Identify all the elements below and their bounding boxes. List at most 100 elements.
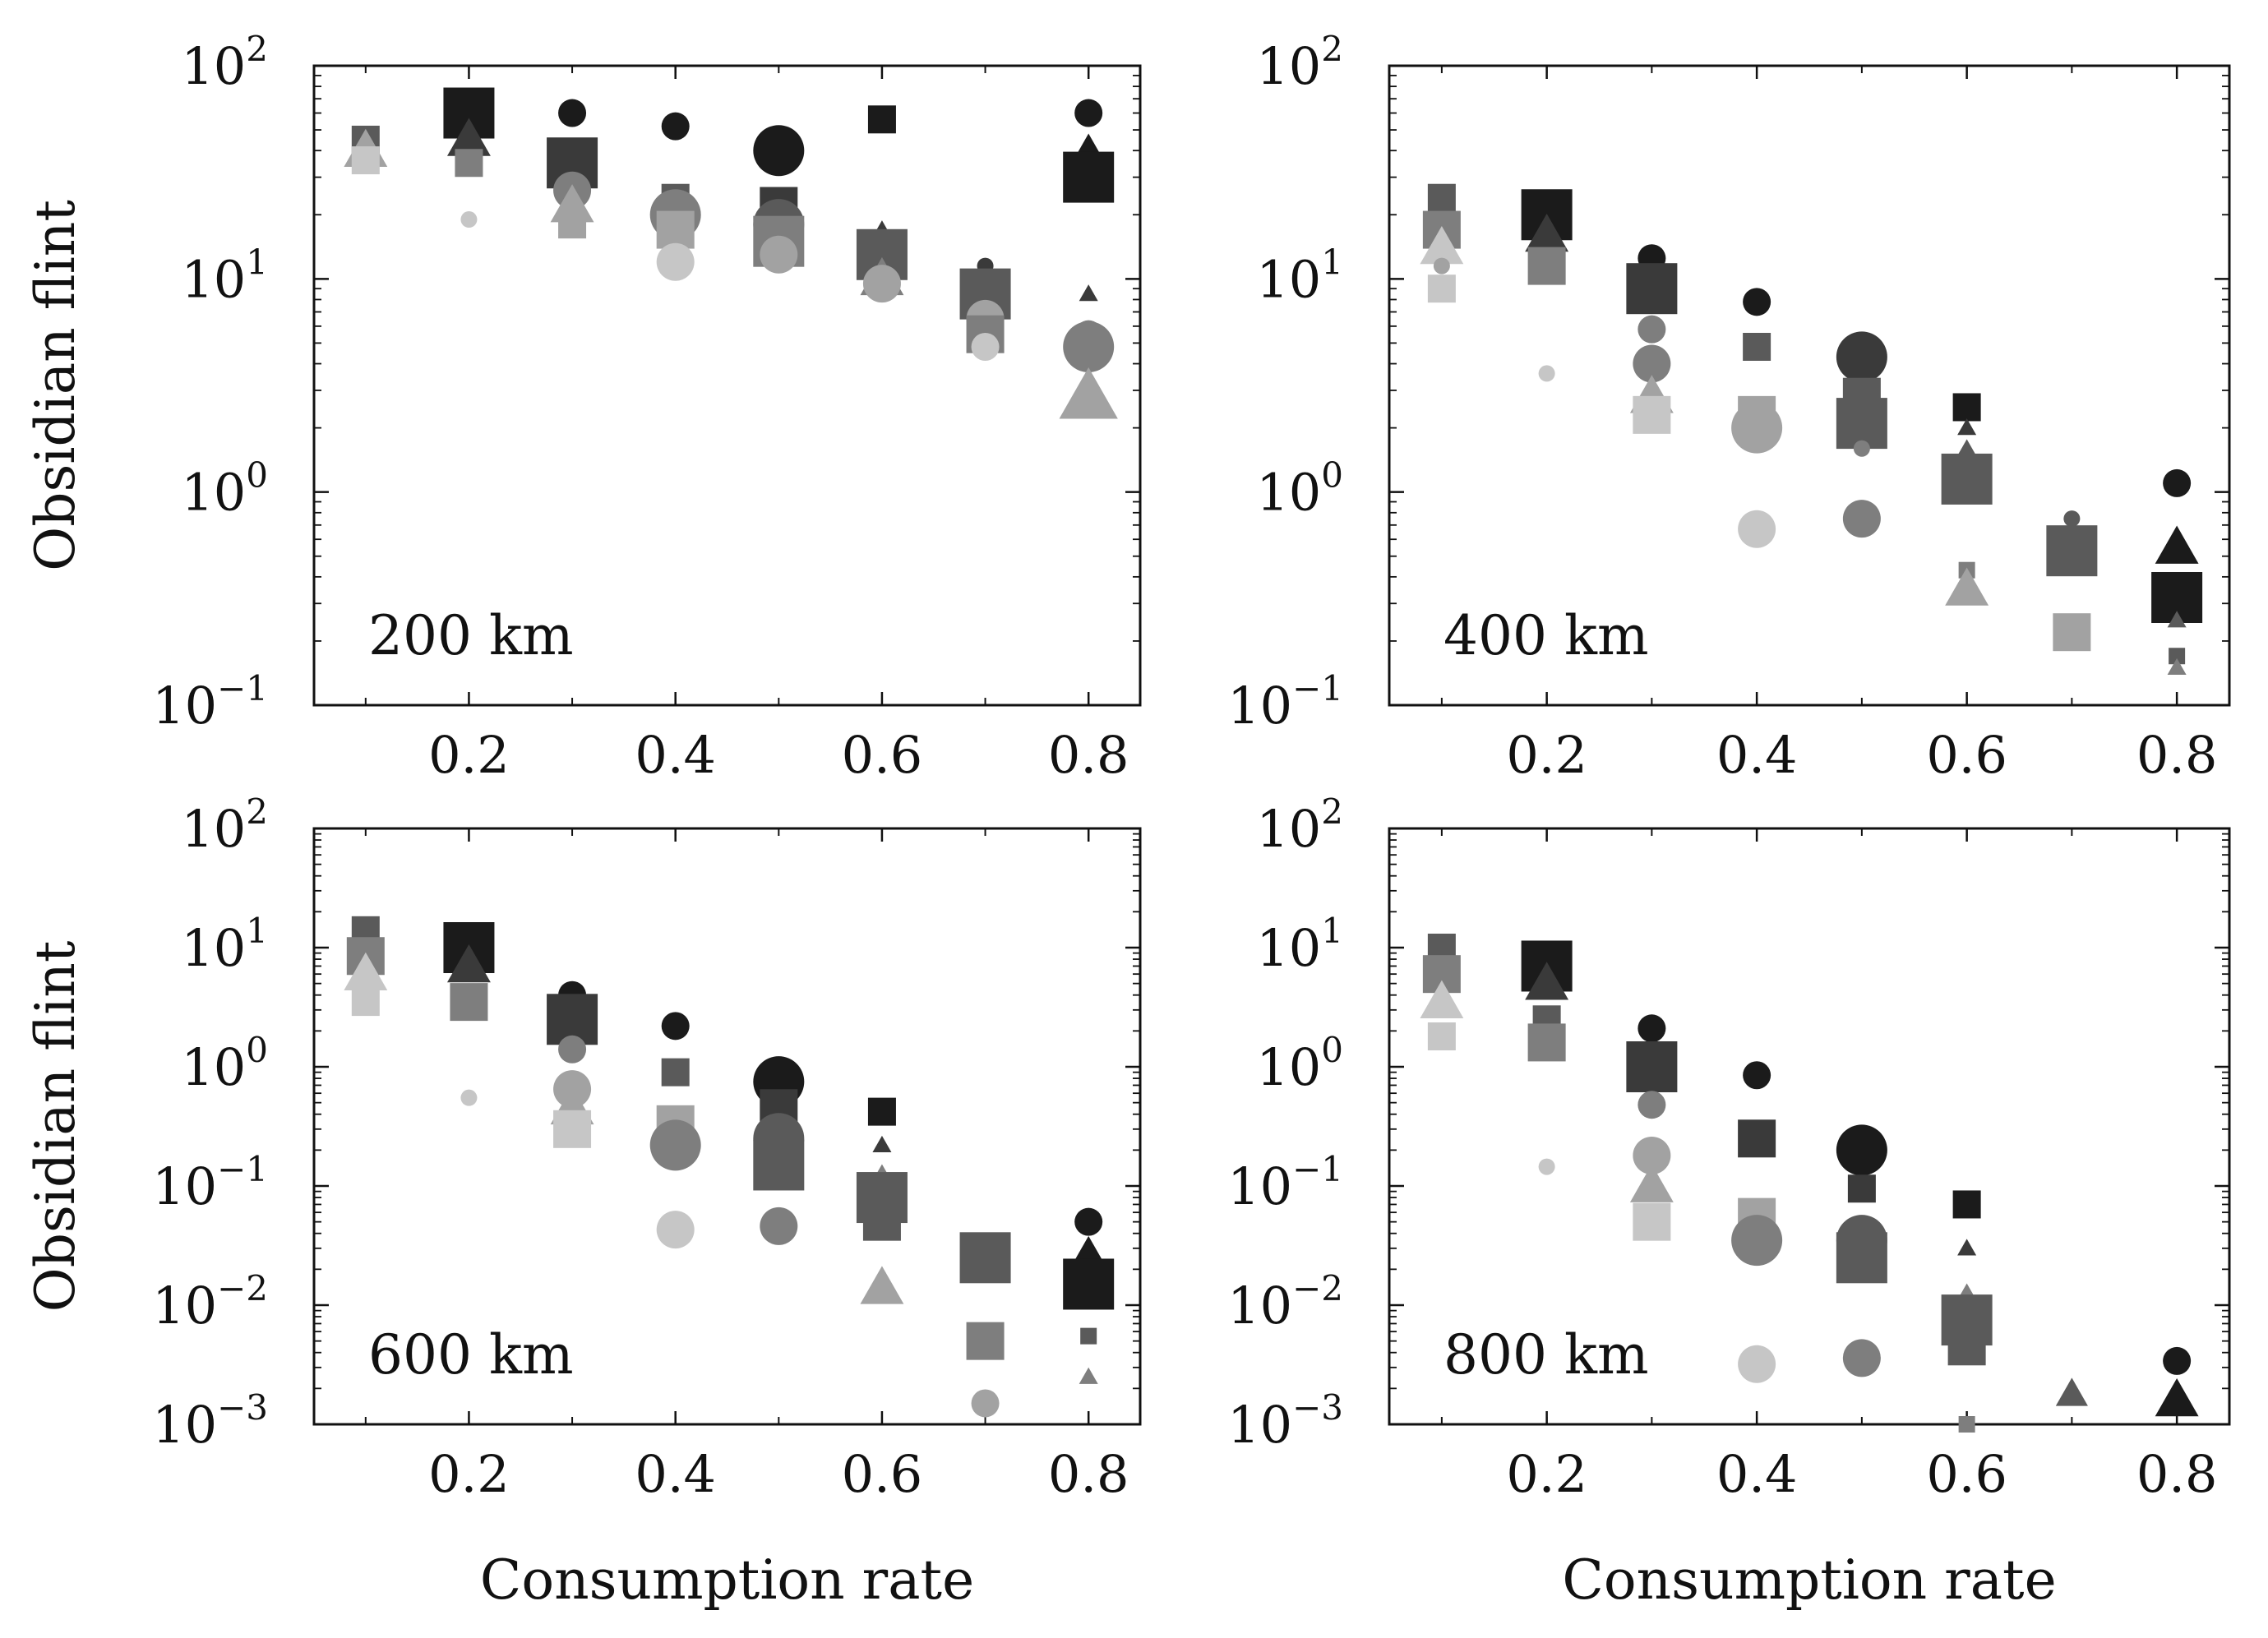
y-tick-label: 100 bbox=[181, 455, 268, 523]
plot-frame bbox=[312, 64, 1142, 707]
data-point-triangle bbox=[1957, 1239, 1977, 1256]
data-point-circle bbox=[661, 112, 690, 141]
plot-frame bbox=[1388, 64, 2231, 707]
panel-4: 0.2 0.4 0.6 0.8 102 101 100 10−1 10−2 10−3 800 km C… bbox=[1227, 791, 2231, 1612]
y-tick-label: 101 bbox=[1256, 242, 1343, 309]
data-point-square bbox=[1427, 183, 1456, 212]
data-point-square bbox=[1847, 1174, 1876, 1203]
data-point-square bbox=[2169, 648, 2186, 665]
data-point-triangle bbox=[1420, 980, 1464, 1018]
data-point-triangle bbox=[860, 1266, 904, 1304]
data-point-square bbox=[1633, 1202, 1671, 1241]
data-point-square bbox=[1738, 1119, 1776, 1158]
data-point-square bbox=[1952, 393, 1981, 422]
x-tick-label: 0.6 bbox=[1926, 725, 2007, 785]
data-point-circle bbox=[1836, 331, 1887, 383]
data-point-circle bbox=[460, 211, 478, 228]
data-point-square bbox=[1427, 275, 1456, 303]
data-point-square bbox=[1063, 151, 1115, 203]
x-tick-label: 0.8 bbox=[1048, 725, 1129, 785]
data-point-square bbox=[661, 1058, 690, 1087]
x-tick-label: 0.2 bbox=[1506, 725, 1587, 785]
data-point-square bbox=[1743, 332, 1771, 361]
x-axis-label: Consumption rate bbox=[1562, 1548, 2056, 1612]
y-tick-label: 10−3 bbox=[152, 1387, 268, 1455]
panel-label: 400 km bbox=[1443, 604, 1649, 667]
x-tick-label: 0.2 bbox=[428, 725, 510, 785]
panel-label: 600 km bbox=[368, 1323, 574, 1387]
y-axis-label: Obsidian flint bbox=[24, 941, 87, 1313]
data-point-circle bbox=[1836, 1124, 1887, 1176]
data-point-square bbox=[753, 1139, 805, 1191]
data-point-circle bbox=[760, 1207, 798, 1245]
y-tick-label: 102 bbox=[1256, 29, 1343, 96]
data-point-triangle bbox=[1525, 962, 1569, 1000]
data-point-square bbox=[2053, 613, 2091, 652]
data-point-square bbox=[1427, 1022, 1456, 1050]
y-tick-label: 100 bbox=[181, 1030, 268, 1097]
data-point-circle bbox=[1538, 1158, 1555, 1175]
panel-3: 0.2 0.4 0.6 0.8 102 101 100 10−1 10−2 10−3 600 km O… bbox=[24, 791, 1142, 1612]
y-tick-label: 10−2 bbox=[152, 1268, 268, 1336]
data-point-circle bbox=[1743, 288, 1771, 316]
data-point-circle bbox=[1074, 99, 1103, 127]
data-point-square bbox=[1836, 1232, 1887, 1284]
data-point-circle bbox=[1842, 500, 1881, 538]
y-tick-label: 102 bbox=[1256, 791, 1343, 859]
data-point-circle bbox=[1433, 257, 1450, 275]
data-point-circle bbox=[1637, 315, 1666, 344]
data-point-triangle bbox=[2055, 1377, 2088, 1406]
data-point-triangle bbox=[446, 944, 491, 983]
data-point-circle bbox=[460, 1089, 478, 1106]
data-point-circle bbox=[1074, 1207, 1103, 1236]
y-tick-label: 101 bbox=[181, 911, 268, 978]
y-tick-label: 10−1 bbox=[1227, 1149, 1343, 1216]
data-point-square bbox=[1958, 1416, 1975, 1433]
data-point-circle bbox=[1633, 344, 1671, 383]
y-tick-label: 100 bbox=[1256, 455, 1343, 523]
data-point-circle bbox=[1731, 1215, 1783, 1267]
data-point-circle bbox=[753, 125, 805, 177]
data-point-circle bbox=[971, 332, 1000, 361]
data-point-square bbox=[450, 983, 488, 1022]
data-point-triangle bbox=[1525, 213, 1569, 252]
x-tick-label: 0.6 bbox=[842, 725, 923, 785]
data-point-circle bbox=[1731, 402, 1783, 454]
data-point-square bbox=[959, 1232, 1011, 1284]
data-point-square bbox=[1941, 453, 1993, 505]
data-point-circle bbox=[1538, 365, 1555, 382]
data-point-circle bbox=[656, 1211, 695, 1249]
panel-label: 800 km bbox=[1443, 1323, 1649, 1387]
data-point-triangle bbox=[2167, 611, 2187, 628]
y-tick-label: 102 bbox=[181, 791, 268, 859]
plot-frame bbox=[312, 827, 1142, 1426]
y-tick-label: 101 bbox=[1256, 911, 1343, 978]
data-point-circle bbox=[2163, 468, 2192, 497]
data-point-circle bbox=[862, 265, 901, 303]
panel-2: 0.2 0.4 0.6 0.8 102 101 100 10−1 400 km bbox=[1227, 29, 2231, 785]
data-point-triangle bbox=[1059, 367, 1118, 419]
data-point-triangle bbox=[1945, 567, 1989, 606]
y-tick-label: 10−1 bbox=[152, 1149, 268, 1216]
data-point-triangle bbox=[344, 952, 388, 991]
data-point-triangle bbox=[1420, 225, 1464, 265]
y-axis-label: Obsidian flint bbox=[24, 200, 87, 571]
data-point-square bbox=[1633, 395, 1671, 434]
y-tick-label: 10−1 bbox=[152, 668, 268, 736]
data-point-square bbox=[1952, 1190, 1981, 1219]
plot-frame bbox=[1388, 827, 2231, 1426]
y-tick-label: 102 bbox=[181, 29, 268, 96]
data-point-triangle bbox=[1079, 1367, 1098, 1384]
data-point-triangle bbox=[2155, 1377, 2199, 1417]
data-point-square bbox=[1626, 263, 1678, 315]
data-point-circle bbox=[1633, 1136, 1671, 1174]
x-tick-label: 0.2 bbox=[1506, 1444, 1587, 1504]
panel-1: 0.2 0.4 0.6 0.8 102 101 100 10−1 200 km Obsidian … bbox=[24, 29, 1142, 785]
data-point-triangle bbox=[872, 1135, 892, 1152]
data-point-square bbox=[1527, 247, 1566, 285]
x-tick-label: 0.8 bbox=[2136, 725, 2218, 785]
data-point-circle bbox=[1738, 1345, 1776, 1383]
panel-label: 200 km bbox=[368, 604, 574, 667]
data-point-square bbox=[1080, 1327, 1097, 1345]
